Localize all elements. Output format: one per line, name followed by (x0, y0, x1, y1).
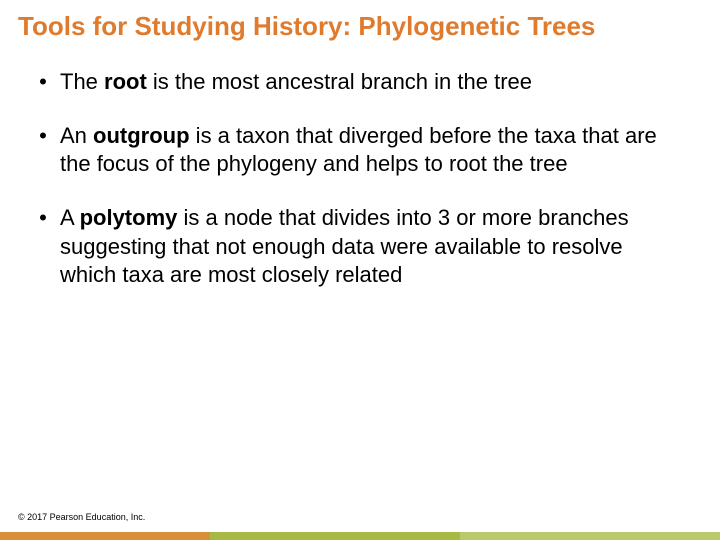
footer-seg-1 (0, 532, 210, 540)
bullet-item: • An outgroup is a taxon that diverged b… (36, 122, 684, 178)
bullet-dot-icon: • (36, 68, 50, 96)
bullet-bold: root (104, 69, 147, 94)
bullet-text: An outgroup is a taxon that diverged bef… (60, 122, 684, 178)
copyright-text: © 2017 Pearson Education, Inc. (18, 512, 145, 522)
bullet-dot-icon: • (36, 122, 50, 150)
footer-seg-2 (210, 532, 460, 540)
bullet-bold: polytomy (80, 205, 178, 230)
slide-title: Tools for Studying History: Phylogenetic… (0, 0, 720, 46)
bullet-bold: outgroup (93, 123, 190, 148)
slide-content: • The root is the most ancestral branch … (0, 46, 720, 289)
bullet-post: is the most ancestral branch in the tree (147, 69, 532, 94)
bullet-dot-icon: • (36, 204, 50, 232)
slide: Tools for Studying History: Phylogenetic… (0, 0, 720, 540)
bullet-pre: The (60, 69, 104, 94)
bullet-item: • The root is the most ancestral branch … (36, 68, 684, 96)
bullet-item: • A polytomy is a node that divides into… (36, 204, 684, 288)
bullet-text: A polytomy is a node that divides into 3… (60, 204, 684, 288)
bullet-pre: A (60, 205, 80, 230)
footer-accent-bar (0, 532, 720, 540)
bullet-pre: An (60, 123, 93, 148)
bullet-text: The root is the most ancestral branch in… (60, 68, 684, 96)
footer-seg-3 (460, 532, 720, 540)
